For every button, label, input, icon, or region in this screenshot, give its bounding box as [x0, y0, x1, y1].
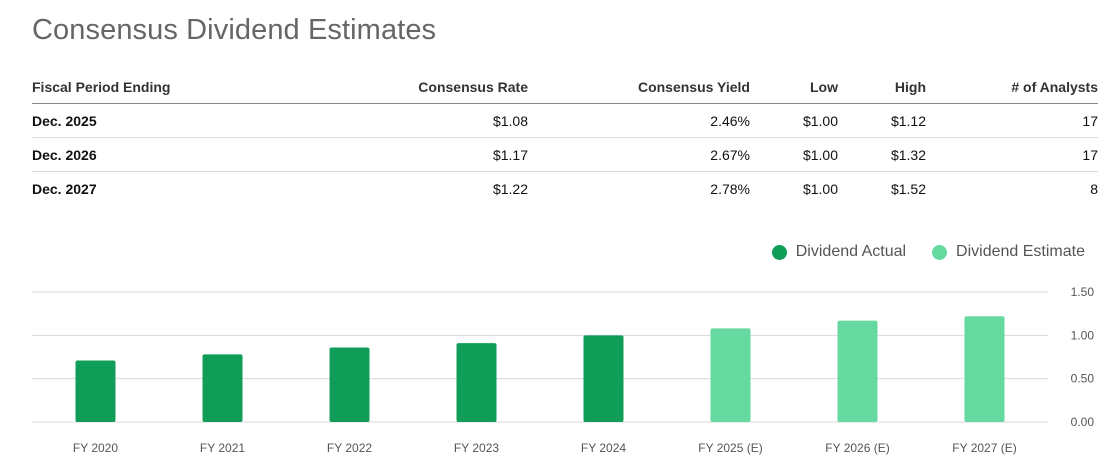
- y-tick-label: 1.00: [1071, 328, 1095, 342]
- bar-actual: [202, 354, 243, 422]
- x-tick-label: FY 2021: [200, 441, 245, 455]
- cell-low: $1.00: [750, 137, 838, 172]
- cell-consensus-rate: $1.22: [492, 180, 528, 197]
- y-tick-label: 0.50: [1071, 372, 1095, 386]
- page-title: Consensus Dividend Estimates: [32, 14, 437, 46]
- cell-low: $1.00: [750, 103, 838, 138]
- table-row: Dec. 2025 $1.08 2.46% $1.00 $1.12 17: [32, 103, 1098, 138]
- header-high: High: [838, 70, 926, 104]
- legend-label-actual: Dividend Actual: [795, 243, 907, 260]
- x-tick-label: FY 2024: [581, 441, 626, 455]
- cell-low: $1.00: [802, 180, 838, 197]
- table-row: Dec. 2027 $1.22 2.78% $1.00 $1.52 8: [32, 172, 1098, 206]
- bar-actual: [456, 343, 497, 422]
- header-consensus-yield: Consensus Yield: [528, 70, 750, 104]
- cell-consensus-yield: 2.46%: [528, 103, 750, 138]
- legend-dot-actual: [771, 244, 787, 260]
- x-tick-label: FY 2023: [454, 441, 499, 455]
- x-tick-label: FY 2027 (E): [952, 441, 1016, 455]
- cell-high: $1.32: [838, 137, 926, 172]
- dividend-estimates-table: Fiscal Period Ending Consensus Rate Cons…: [32, 70, 1098, 205]
- cell-consensus-yield: 2.67%: [528, 137, 750, 172]
- cell-high: $1.52: [890, 180, 926, 197]
- cell-consensus-yield: 2.78%: [710, 180, 750, 197]
- table-row: Dec. 2026 $1.17 2.67% $1.00 $1.32 17: [32, 137, 1098, 172]
- bar-actual: [329, 347, 370, 422]
- cell-period: Dec. 2027: [32, 180, 97, 197]
- cell-period: Dec. 2025: [32, 103, 332, 138]
- cell-consensus-rate: $1.08: [332, 103, 528, 138]
- x-tick-label: FY 2022: [327, 441, 372, 455]
- bar-actual: [75, 360, 116, 422]
- header-consensus-rate: Consensus Rate: [332, 70, 528, 104]
- bar-estimate: [710, 328, 751, 422]
- x-tick-label: FY 2020: [73, 441, 118, 455]
- x-tick-label: FY 2025 (E): [698, 441, 762, 455]
- table-header-row: Fiscal Period Ending Consensus Rate Cons…: [32, 70, 1098, 104]
- header-num-analysts: # of Analysts: [926, 70, 1098, 104]
- x-tick-label: FY 2026 (E): [825, 441, 889, 455]
- cell-num-analysts: 8: [1090, 180, 1098, 197]
- header-fiscal-period: Fiscal Period Ending: [32, 70, 332, 104]
- cell-num-analysts: 17: [926, 103, 1098, 138]
- cell-consensus-rate: $1.17: [332, 137, 528, 172]
- legend-item-estimate[interactable]: Dividend Estimate: [932, 243, 1085, 261]
- legend-label-estimate: Dividend Estimate: [956, 243, 1085, 260]
- bar-estimate: [964, 316, 1005, 422]
- legend-item-actual[interactable]: Dividend Actual: [771, 243, 907, 261]
- cell-num-analysts: 17: [926, 137, 1098, 172]
- bar-estimate: [837, 320, 878, 422]
- cell-period: Dec. 2026: [32, 137, 332, 172]
- cell-high: $1.12: [838, 103, 926, 138]
- dividend-bar-chart: 0.00 0.50 1.00 1.50 FY 2020 FY 2021 FY 2022 FY …: [32, 285, 1095, 455]
- header-low: Low: [750, 70, 838, 104]
- chart-legend: Dividend Actual Dividend Estimate: [746, 243, 1085, 261]
- bar-actual: [583, 335, 624, 422]
- legend-dot-estimate: [932, 244, 948, 260]
- y-tick-label: 0.00: [1071, 415, 1095, 429]
- y-tick-label: 1.50: [1071, 285, 1095, 299]
